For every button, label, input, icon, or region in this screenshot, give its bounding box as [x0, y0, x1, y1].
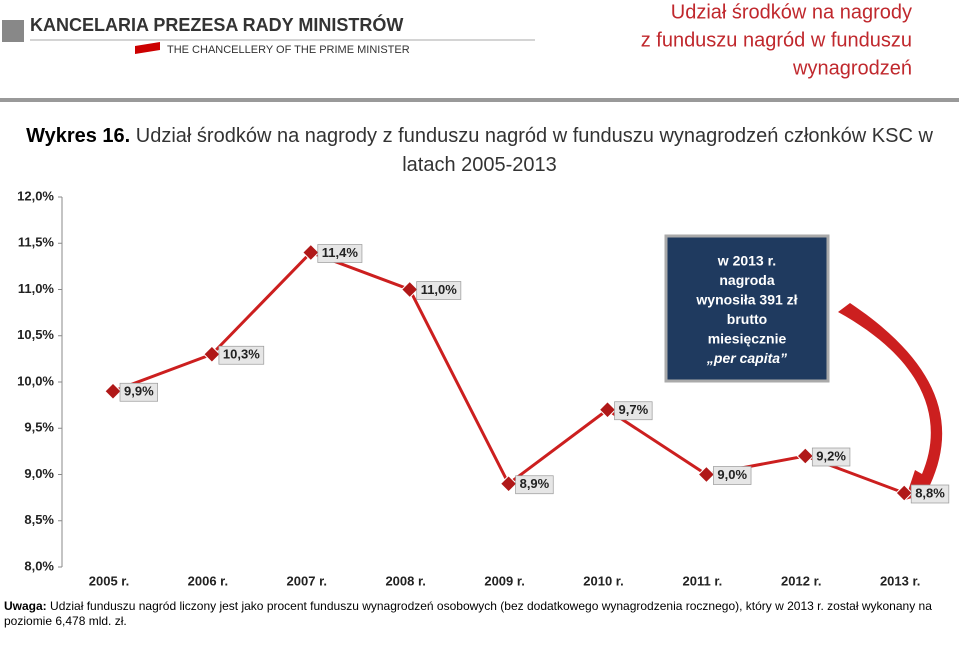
value-label: 11,4% — [317, 244, 363, 263]
callout-text: „per capita” — [706, 350, 787, 366]
value-label-box — [119, 382, 158, 402]
value-label-box — [416, 281, 462, 300]
value-label-text: 8,9% — [520, 476, 550, 491]
value-label: 9,7% — [614, 401, 653, 421]
callout-text: nagroda — [719, 272, 774, 288]
value-label-text: 9,0% — [717, 467, 747, 482]
value-label: 9,2% — [811, 447, 851, 467]
value-label: 9,9% — [119, 382, 158, 402]
slide-title: wynagrodzeń — [792, 57, 912, 79]
callout-text: wynosiła 391 zł — [695, 292, 797, 308]
x-tick-label: 2012 r. — [781, 573, 822, 588]
logo-en: THE CHANCELLERY OF THE PRIME MINISTER — [167, 44, 410, 56]
x-tick-label: 2010 r. — [583, 573, 624, 588]
marker — [400, 280, 419, 299]
x-tick-label: 2005 r. — [89, 573, 130, 588]
logo-emblem — [2, 20, 24, 42]
y-tick-label: 11,0% — [18, 281, 55, 296]
value-label-text: 9,2% — [816, 448, 846, 463]
value-label-box — [614, 401, 653, 421]
value-label-box — [317, 244, 363, 263]
y-tick-label: 8,5% — [24, 512, 54, 527]
value-label-box — [515, 475, 554, 495]
logo-pl: KANCELARIA PREZESA RADY MINISTRÓW — [30, 14, 403, 35]
slide-title: Udział środków na nagrody — [671, 1, 912, 23]
value-label: 9,0% — [713, 466, 752, 485]
callout-text: brutto — [727, 311, 767, 327]
note-text: Udział funduszu nagród liczony jest jako… — [4, 599, 932, 628]
y-tick-label: 9,0% — [24, 466, 54, 481]
callout-box — [664, 234, 830, 383]
value-label-box — [218, 345, 265, 365]
value-label-text: 11,4% — [322, 245, 359, 260]
slide-title: z funduszu nagród w funduszu — [641, 29, 912, 51]
y-tick-label: 10,0% — [17, 373, 54, 388]
chart-title: Wykres 16. Udział środków na nagrody z f… — [0, 122, 959, 180]
value-label-text: 11,0% — [421, 282, 458, 297]
value-label-box — [910, 484, 950, 504]
marker — [895, 484, 913, 502]
value-label: 8,9% — [515, 475, 554, 495]
x-tick-label: 2008 r. — [385, 573, 426, 588]
marker — [499, 475, 518, 493]
marker — [796, 447, 815, 465]
chart-title-label: Wykres 16. — [26, 125, 131, 147]
x-tick-label: 2013 r. — [880, 573, 921, 588]
value-label-box — [811, 447, 851, 467]
y-tick-label: 9,5% — [24, 420, 54, 435]
x-tick-label: 2007 r. — [287, 573, 328, 588]
value-label: 10,3% — [218, 345, 265, 365]
callout-text: miesięcznie — [708, 331, 787, 347]
value-label-box — [713, 466, 752, 485]
value-label-text: 9,7% — [619, 402, 649, 417]
callout-text: w 2013 r. — [717, 253, 776, 269]
marker — [203, 345, 221, 363]
marker — [104, 382, 122, 400]
marker — [697, 465, 716, 484]
x-tick-label: 2009 r. — [484, 573, 525, 588]
y-tick-label: 12,0% — [17, 188, 54, 203]
marker — [302, 243, 320, 262]
note-label: Uwaga: — [4, 599, 47, 613]
logo-flag — [135, 42, 160, 54]
y-tick-label: 8,0% — [24, 558, 54, 573]
value-label: 11,0% — [416, 281, 462, 300]
header-rule — [0, 98, 959, 102]
marker — [598, 401, 617, 419]
value-label-text: 9,9% — [124, 384, 154, 399]
note: Uwaga: Udział funduszu nagród liczony je… — [4, 599, 956, 629]
x-tick-label: 2006 r. — [188, 573, 229, 588]
value-label-text: 8,8% — [915, 485, 945, 500]
value-label: 8,8% — [910, 484, 950, 504]
x-tick-label: 2011 r. — [683, 573, 723, 588]
y-tick-label: 11,5% — [18, 235, 55, 250]
chart-title-text: Udział środków na nagrody z funduszu nag… — [135, 125, 933, 176]
y-tick-label: 10,5% — [17, 327, 54, 342]
value-label-text: 10,3% — [223, 347, 260, 362]
callout-arrow — [838, 303, 943, 500]
